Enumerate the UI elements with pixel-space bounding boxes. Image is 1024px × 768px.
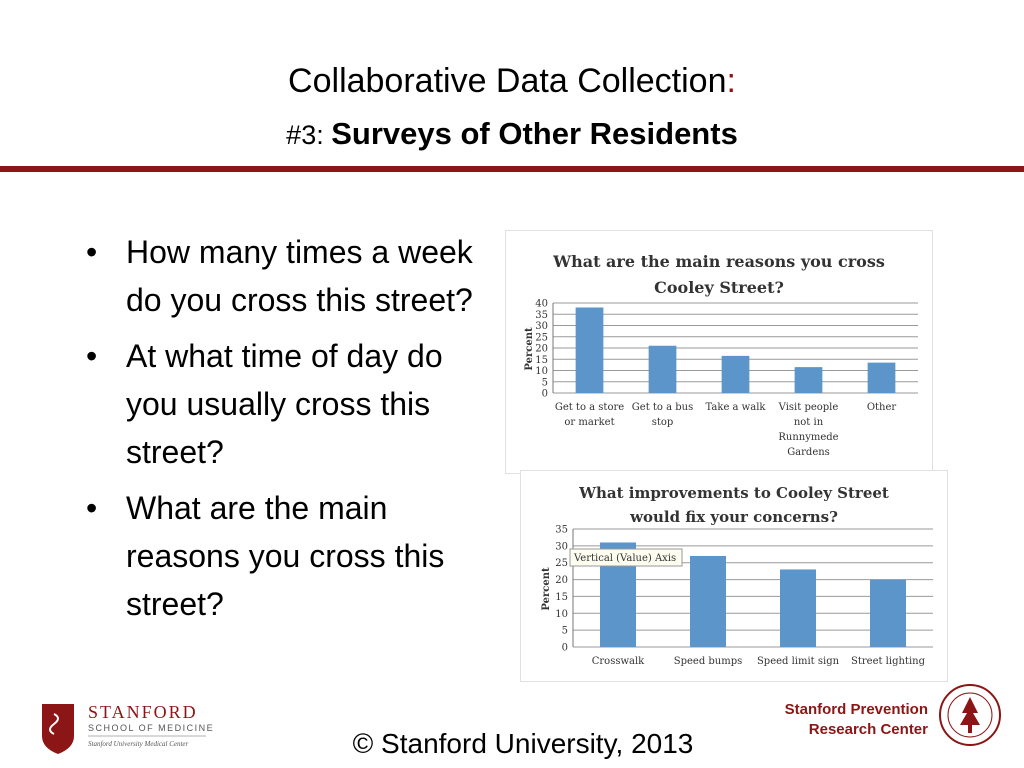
chart-title-line2: Cooley Street? bbox=[654, 278, 784, 297]
x-tick-label: Gardens bbox=[787, 447, 830, 458]
y-tick-label: 10 bbox=[535, 366, 548, 377]
bullet-list: • How many times a week do you cross this… bbox=[76, 228, 496, 636]
axis-tooltip-text: Vertical (Value) Axis bbox=[573, 553, 676, 564]
bar bbox=[575, 307, 604, 393]
shield-icon bbox=[42, 704, 74, 754]
x-tick-label: Get to a store bbox=[555, 402, 624, 413]
bar bbox=[870, 579, 906, 647]
subtitle-prefix: #3: bbox=[286, 120, 324, 150]
bullet-text: At what time of day do you usually cross… bbox=[126, 338, 443, 470]
y-tick-label: 20 bbox=[535, 344, 548, 355]
y-tick-label: 20 bbox=[555, 575, 568, 586]
axis-tooltip bbox=[569, 548, 683, 567]
prevention-center-logo: Stanford Prevention Research Center bbox=[785, 700, 928, 740]
x-tick-label: or market bbox=[564, 417, 614, 428]
stanford-seal-icon bbox=[939, 684, 1001, 746]
y-tick-label: 10 bbox=[555, 609, 568, 620]
bar bbox=[780, 569, 816, 647]
subtitle-bold: Surveys of Other Residents bbox=[331, 116, 738, 151]
copyright-footer: © Stanford University, 2013 bbox=[352, 728, 694, 759]
x-tick-label: Speed bumps bbox=[674, 656, 743, 667]
y-tick-label: 40 bbox=[535, 299, 548, 310]
x-tick-label: Get to a bus bbox=[632, 402, 693, 413]
y-tick-label: 5 bbox=[542, 377, 548, 388]
x-tick-label: Street lighting bbox=[851, 656, 926, 667]
chart-reasons: What are the main reasons you cross Cool… bbox=[505, 230, 933, 474]
x-tick-label: Crosswalk bbox=[592, 656, 645, 667]
chart-ylabel: Percent bbox=[541, 567, 552, 611]
bar bbox=[867, 362, 896, 393]
chart-title-line2: would fix your concerns? bbox=[629, 508, 838, 526]
slide-subtitle: #3: Surveys of Other Residents bbox=[0, 116, 1024, 152]
slide-title: Collaborative Data Collection: bbox=[0, 62, 1024, 101]
x-tick-label: Runnymede bbox=[778, 432, 838, 443]
x-tick-label: stop bbox=[652, 417, 674, 428]
title-line1: Collaborative Data Collection bbox=[288, 62, 727, 100]
bar bbox=[648, 345, 677, 393]
logo-center-text: Stanford University Medical Center bbox=[88, 740, 189, 748]
bar bbox=[690, 555, 726, 647]
bullet-dot-icon: • bbox=[86, 234, 98, 270]
x-tick-label: Take a walk bbox=[706, 402, 767, 413]
chart-improvements-svg: What improvements to Cooley Street would… bbox=[541, 484, 933, 667]
bullet-item: • What are the main reasons you cross thi… bbox=[76, 484, 496, 628]
title-divider bbox=[0, 166, 1024, 172]
chart-reasons-svg: What are the main reasons you cross Cool… bbox=[524, 252, 918, 458]
bullet-dot-icon: • bbox=[86, 338, 98, 374]
chart-improvements: What improvements to Cooley Street would… bbox=[520, 470, 948, 682]
bullet-dot-icon: • bbox=[86, 490, 98, 526]
y-tick-label: 35 bbox=[535, 310, 548, 321]
y-tick-label: 0 bbox=[542, 389, 548, 400]
bar bbox=[794, 367, 823, 393]
chart-title-line1: What are the main reasons you cross bbox=[552, 252, 885, 271]
y-tick-label: 15 bbox=[535, 355, 548, 366]
y-tick-label: 30 bbox=[535, 321, 548, 332]
y-tick-label: 15 bbox=[555, 592, 568, 603]
x-tick-label: not in bbox=[794, 417, 824, 428]
logo-school-text: SCHOOL OF MEDICINE bbox=[88, 723, 214, 733]
bullet-text: What are the main reasons you cross this… bbox=[126, 490, 445, 622]
spr-line2: Research Center bbox=[808, 721, 928, 738]
y-tick-label: 25 bbox=[535, 332, 548, 343]
chart-title-line1: What improvements to Cooley Street bbox=[578, 484, 889, 502]
logo-stanford-text: STANFORD bbox=[88, 702, 198, 722]
bullet-text: How many times a week do you cross this … bbox=[126, 234, 473, 318]
y-tick-label: 5 bbox=[562, 626, 568, 637]
x-tick-label: Other bbox=[867, 402, 897, 413]
spr-line1: Stanford Prevention bbox=[784, 701, 928, 718]
bullet-item: • How many times a week do you cross this… bbox=[76, 228, 496, 324]
x-tick-label: Visit people bbox=[778, 402, 839, 413]
x-tick-label: Speed limit sign bbox=[757, 656, 840, 667]
y-tick-label: 0 bbox=[562, 643, 568, 654]
y-tick-label: 25 bbox=[555, 558, 568, 569]
bar bbox=[721, 355, 750, 393]
y-tick-label: 35 bbox=[555, 525, 568, 536]
stanford-medicine-logo: STANFORD SCHOOL OF MEDICINE Stanford Uni… bbox=[42, 702, 214, 754]
chart-ylabel: Percent bbox=[524, 327, 535, 371]
bullet-item: • At what time of day do you usually cros… bbox=[76, 332, 496, 476]
title-colon: : bbox=[726, 62, 736, 100]
y-tick-label: 30 bbox=[555, 541, 568, 552]
